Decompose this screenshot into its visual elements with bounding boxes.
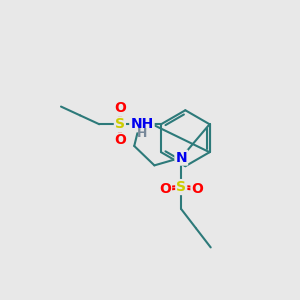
Text: NH: NH bbox=[130, 117, 154, 131]
Text: O: O bbox=[159, 182, 171, 196]
Text: O: O bbox=[114, 134, 126, 147]
Text: S: S bbox=[176, 180, 186, 194]
Text: O: O bbox=[191, 182, 203, 196]
Text: H: H bbox=[137, 127, 148, 140]
Text: O: O bbox=[114, 101, 126, 115]
Text: S: S bbox=[115, 117, 125, 131]
Text: N: N bbox=[176, 151, 187, 165]
